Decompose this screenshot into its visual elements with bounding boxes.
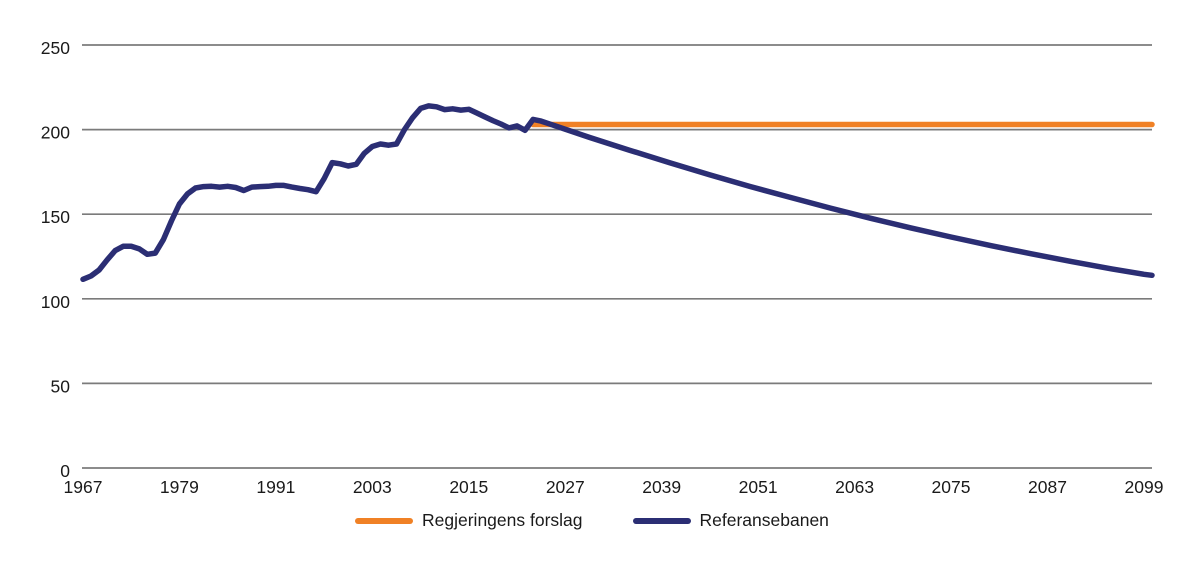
- legend-item-referansebanen: Referansebanen: [632, 510, 829, 531]
- regjeringens-forslag-swatch-icon: [355, 517, 413, 524]
- y-tick-label-200: 200: [41, 123, 70, 143]
- x-tick-label-1991: 1991: [256, 477, 295, 497]
- x-tick-label-2075: 2075: [932, 477, 971, 497]
- legend-label-regjeringens-forslag: Regjeringens forslag: [422, 510, 583, 530]
- x-tick-label-2099: 2099: [1125, 477, 1164, 497]
- x-tick-label-2063: 2063: [835, 477, 874, 497]
- y-tick-label-100: 100: [41, 292, 70, 312]
- x-tick-label-2039: 2039: [642, 477, 681, 497]
- y-tick-label-0: 0: [60, 461, 70, 481]
- x-tick-label-2027: 2027: [546, 477, 585, 497]
- chart-legend: Regjeringens forslag Referansebanen: [355, 510, 829, 531]
- x-tick-label-2051: 2051: [739, 477, 778, 497]
- referansebanen-line: [80, 103, 1155, 283]
- referansebanen-swatch-icon: [632, 517, 691, 524]
- y-tick-label-150: 150: [41, 207, 70, 227]
- x-tick-label-2087: 2087: [1028, 477, 1067, 497]
- x-tick-label-2015: 2015: [449, 477, 488, 497]
- y-tick-label-50: 50: [51, 376, 71, 396]
- legend-item-regjeringens-forslag: Regjeringens forslag: [355, 510, 583, 531]
- y-tick-label-250: 250: [41, 38, 70, 58]
- x-tick-label-2003: 2003: [353, 477, 392, 497]
- x-tick-label-1967: 1967: [64, 477, 103, 497]
- x-tick-label-1979: 1979: [160, 477, 199, 497]
- legend-label-referansebanen: Referansebanen: [699, 510, 829, 530]
